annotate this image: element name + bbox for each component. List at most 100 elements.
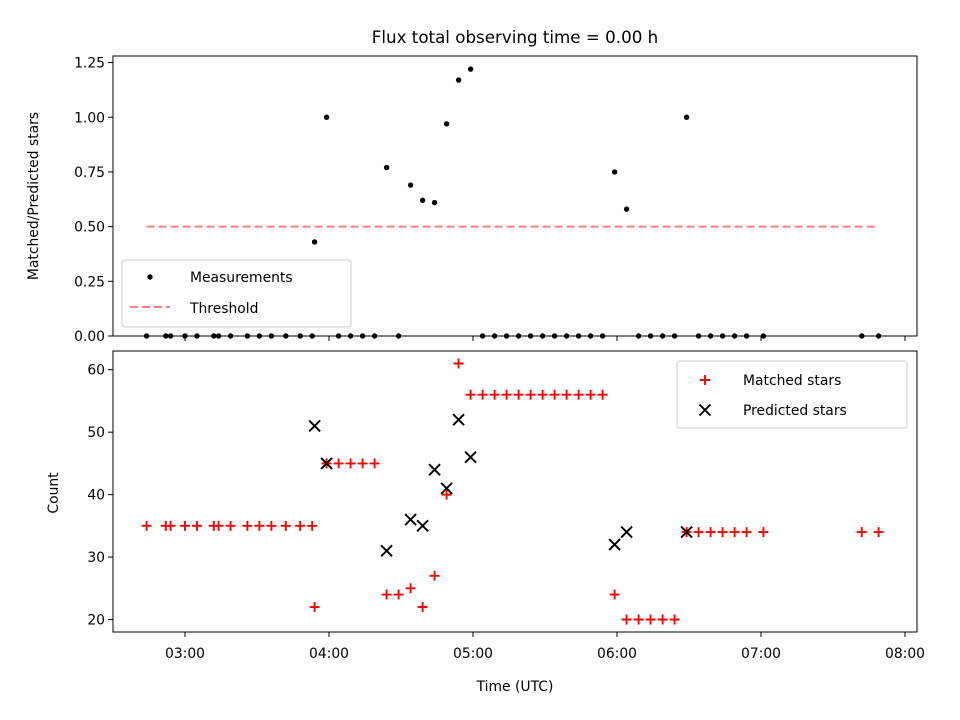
predicted-star-point	[380, 544, 393, 557]
matched-star-point	[357, 458, 368, 469]
measurement-point	[611, 169, 618, 175]
matched-star-point	[307, 520, 318, 531]
predicted-star-point	[416, 519, 429, 533]
top-y-tick-label: 0.50	[74, 220, 105, 236]
matched-star-point	[657, 614, 668, 625]
measurement-point	[455, 77, 462, 83]
matched-star-point	[333, 458, 344, 469]
bottom-x-tick-label: 04:00	[309, 646, 349, 662]
chart-title: Flux total observing time = 0.00 h	[372, 27, 658, 47]
legend-measurements-marker	[147, 274, 153, 280]
bottom-plot-area: 20 30 40 50 60 03:00 04:00 05:00 06:00 07:00 08:00…	[87, 350, 925, 662]
matched-star-point	[741, 527, 752, 538]
predicted-star-point	[308, 419, 321, 433]
matched-star-point	[381, 589, 392, 600]
bottom-axes-frame	[112, 350, 918, 633]
series-matched-stars	[141, 358, 884, 625]
bottom-y-tick-label: 30	[87, 550, 105, 566]
x-axis-label: Time (UTC)	[476, 679, 554, 695]
y-axis-label-top: Matched/Predicted stars	[26, 112, 42, 280]
matched-star-point	[585, 389, 596, 400]
bottom-y-tick-label: 20	[87, 613, 105, 629]
top-axes-frame	[112, 55, 918, 337]
matched-star-point	[573, 389, 584, 400]
legend-matched-marker	[700, 375, 710, 385]
matched-star-point	[295, 520, 306, 531]
top-y-tick-label: 0.00	[74, 329, 105, 345]
y-axis-label-bottom: Count	[46, 472, 62, 514]
predicted-star-point	[452, 413, 465, 426]
predicted-star-point	[680, 525, 693, 539]
predicted-star-point	[404, 513, 417, 526]
bottom-y-tick-label: 50	[87, 425, 105, 441]
measurement-point	[383, 164, 390, 171]
bottom-y-tick-label: 60	[87, 363, 105, 379]
measurement-point	[323, 114, 330, 120]
matched-star-point	[213, 520, 224, 531]
matched-star-point	[465, 389, 476, 400]
matched-star-point	[489, 389, 500, 400]
top-y-tick-label: 1.00	[74, 110, 105, 126]
matched-star-point	[717, 527, 728, 538]
bottom-x-tick-label: 05:00	[453, 646, 493, 662]
matched-star-point	[669, 614, 680, 625]
measurement-point	[407, 182, 414, 188]
predicted-star-point	[320, 457, 333, 470]
measurement-point	[623, 206, 630, 212]
legend-predicted-marker	[698, 403, 712, 417]
matched-star-point	[369, 458, 380, 469]
matched-star-point	[417, 602, 428, 613]
measurement-point	[467, 66, 474, 72]
bottom-x-tick-label: 08:00	[885, 646, 925, 662]
matched-star-point	[254, 520, 265, 531]
matched-star-point	[609, 589, 620, 600]
matched-star-point	[405, 583, 416, 594]
predicted-star-point	[464, 450, 477, 464]
matched-star-point	[645, 614, 656, 625]
matched-star-point	[393, 589, 404, 600]
matched-star-point	[280, 520, 291, 531]
legend-top: Measurements Threshold	[121, 259, 352, 328]
matched-star-point	[266, 520, 277, 531]
matched-star-point	[561, 389, 572, 400]
matched-star-point	[549, 389, 560, 400]
matched-star-point	[729, 527, 740, 538]
series-predicted-stars	[308, 413, 693, 557]
measurement-point	[431, 199, 438, 206]
matched-star-point	[525, 389, 536, 400]
predicted-star-point	[440, 482, 453, 495]
top-plot-area: 0.00 0.25 0.50 0.75 1.00 1.25 Measurements Thre…	[74, 55, 918, 345]
matched-star-point	[309, 602, 320, 613]
legend-threshold-label: Threshold	[189, 301, 258, 317]
matched-star-point	[873, 527, 884, 538]
predicted-star-point	[608, 538, 621, 551]
top-y-tick-label: 0.75	[74, 165, 105, 181]
matched-star-point	[513, 389, 524, 400]
legend-bottom: Matched stars Predicted stars	[676, 360, 908, 429]
matched-star-point	[621, 614, 632, 625]
matched-star-point	[501, 389, 512, 400]
legend-bottom-box	[676, 360, 908, 429]
matched-star-point	[192, 520, 202, 531]
matched-star-point	[429, 570, 440, 581]
legend-predicted-label: Predicted stars	[743, 403, 847, 419]
matched-star-point	[165, 520, 176, 531]
matched-star-point	[453, 358, 464, 369]
measurement-point	[683, 114, 690, 120]
bottom-x-tick-label: 03:00	[165, 646, 205, 662]
matched-star-point	[693, 527, 704, 538]
predicted-star-point	[620, 525, 633, 539]
measurement-point	[443, 121, 450, 127]
matched-star-point	[705, 527, 716, 538]
matched-star-point	[141, 520, 152, 531]
matched-star-point	[225, 520, 236, 531]
bottom-x-tick-label: 07:00	[741, 646, 781, 662]
measurement-point	[311, 239, 318, 245]
legend-matched-label: Matched stars	[743, 373, 841, 389]
matched-star-point	[345, 458, 356, 469]
matched-star-point	[758, 527, 769, 538]
legend-top-box	[121, 259, 352, 328]
measurement-point	[419, 197, 426, 204]
matched-star-point	[597, 389, 608, 400]
